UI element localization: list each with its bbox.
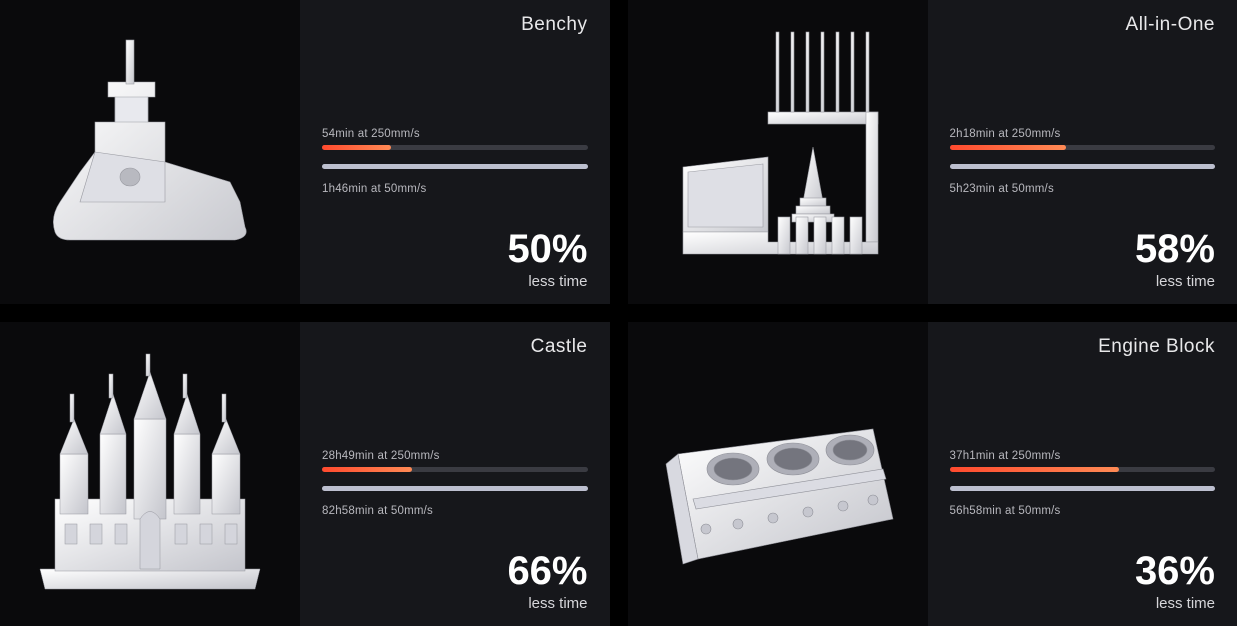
comparison-grid: Benchy 54min at 250mm/s 1h46min at 50mm/… bbox=[0, 0, 1237, 626]
less-time-label: less time bbox=[507, 595, 587, 612]
slow-label: 1h46min at 50mm/s bbox=[322, 183, 588, 195]
comparison-bars: 28h49min at 250mm/s 82h58min at 50mm/s bbox=[322, 450, 588, 517]
card-info: All-in-One 2h18min at 250mm/s 5h23min at… bbox=[928, 0, 1237, 304]
fast-bar-fill bbox=[322, 145, 391, 150]
fast-bar-fill bbox=[950, 467, 1120, 472]
slow-bar-track bbox=[950, 486, 1216, 491]
slow-label: 82h58min at 50mm/s bbox=[322, 505, 588, 517]
card-title: Engine Block bbox=[950, 336, 1216, 358]
slow-label: 56h58min at 50mm/s bbox=[950, 505, 1216, 517]
card-title: All-in-One bbox=[950, 14, 1216, 36]
card-info: Engine Block 37h1min at 250mm/s 56h58min… bbox=[928, 322, 1237, 626]
fast-label: 37h1min at 250mm/s bbox=[950, 450, 1216, 462]
result-block: 66% less time bbox=[507, 551, 587, 612]
card-engine: Engine Block 37h1min at 250mm/s 56h58min… bbox=[628, 322, 1237, 626]
fast-label: 28h49min at 250mm/s bbox=[322, 450, 588, 462]
model-image-engine bbox=[628, 322, 928, 626]
card-info: Benchy 54min at 250mm/s 1h46min at 50mm/… bbox=[300, 0, 610, 304]
comparison-bars: 54min at 250mm/s 1h46min at 50mm/s bbox=[322, 128, 588, 195]
less-time-label: less time bbox=[507, 273, 587, 290]
allinone-icon bbox=[628, 0, 928, 304]
card-title: Castle bbox=[322, 336, 588, 358]
slow-bar-fill bbox=[950, 164, 1216, 169]
model-image-allinone bbox=[628, 0, 928, 304]
slow-bar-track bbox=[322, 164, 588, 169]
result-block: 36% less time bbox=[1135, 551, 1215, 612]
card-info: Castle 28h49min at 250mm/s 82h58min at 5… bbox=[300, 322, 610, 626]
model-image-benchy bbox=[0, 0, 300, 304]
less-time-label: less time bbox=[1135, 595, 1215, 612]
castle-icon bbox=[0, 322, 300, 626]
slow-label: 5h23min at 50mm/s bbox=[950, 183, 1216, 195]
result-pct: 58% bbox=[1135, 229, 1215, 269]
fast-label: 54min at 250mm/s bbox=[322, 128, 588, 140]
engine-icon bbox=[628, 322, 928, 626]
benchy-icon bbox=[0, 0, 300, 304]
fast-bar-track bbox=[950, 467, 1216, 472]
fast-bar-track bbox=[322, 467, 588, 472]
fast-bar-fill bbox=[322, 467, 412, 472]
card-castle: Castle 28h49min at 250mm/s 82h58min at 5… bbox=[0, 322, 610, 626]
result-block: 50% less time bbox=[507, 229, 587, 290]
slow-bar-fill bbox=[322, 164, 588, 169]
comparison-bars: 37h1min at 250mm/s 56h58min at 50mm/s bbox=[950, 450, 1216, 517]
fast-bar-track bbox=[950, 145, 1216, 150]
result-pct: 36% bbox=[1135, 551, 1215, 591]
result-block: 58% less time bbox=[1135, 229, 1215, 290]
model-image-castle bbox=[0, 322, 300, 626]
fast-bar-track bbox=[322, 145, 588, 150]
fast-label: 2h18min at 250mm/s bbox=[950, 128, 1216, 140]
card-allinone: All-in-One 2h18min at 250mm/s 5h23min at… bbox=[628, 0, 1237, 304]
result-pct: 66% bbox=[507, 551, 587, 591]
slow-bar-fill bbox=[950, 486, 1216, 491]
less-time-label: less time bbox=[1135, 273, 1215, 290]
fast-bar-fill bbox=[950, 145, 1067, 150]
card-benchy: Benchy 54min at 250mm/s 1h46min at 50mm/… bbox=[0, 0, 610, 304]
slow-bar-fill bbox=[322, 486, 588, 491]
slow-bar-track bbox=[950, 164, 1216, 169]
result-pct: 50% bbox=[507, 229, 587, 269]
card-title: Benchy bbox=[322, 14, 588, 36]
comparison-bars: 2h18min at 250mm/s 5h23min at 50mm/s bbox=[950, 128, 1216, 195]
slow-bar-track bbox=[322, 486, 588, 491]
